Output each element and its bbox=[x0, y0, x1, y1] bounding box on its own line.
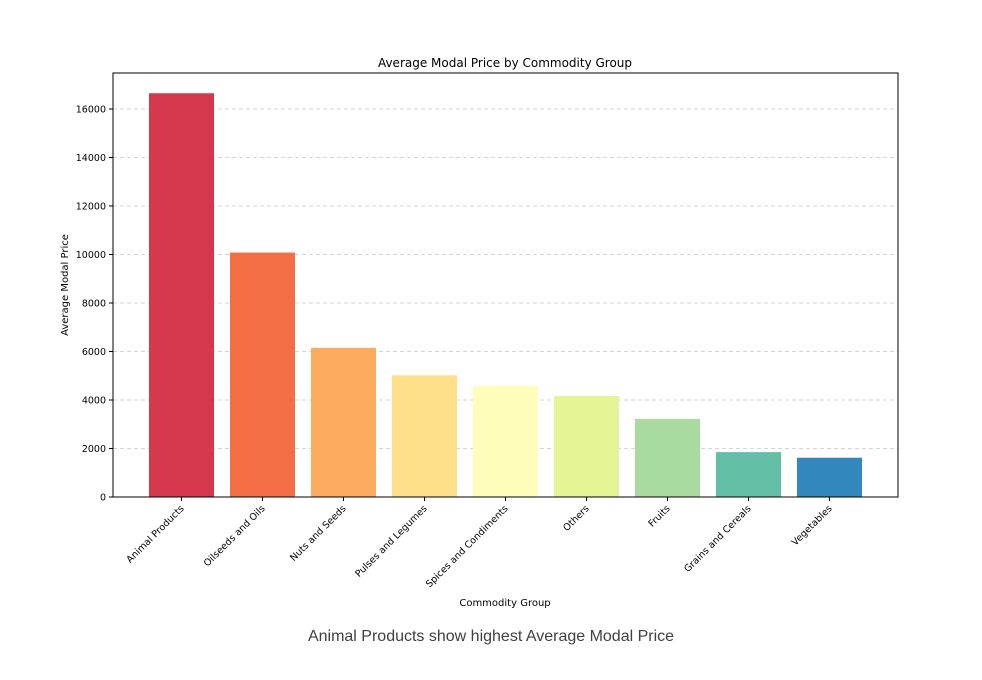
bar-spices-and-condiments bbox=[473, 385, 538, 497]
y-tick-label: 16000 bbox=[76, 105, 106, 116]
y-tick-label: 8000 bbox=[82, 299, 106, 310]
x-tick-label: Pulses and Legumes bbox=[353, 503, 429, 579]
x-axis-label: Commodity Group bbox=[459, 598, 550, 609]
y-tick-label: 14000 bbox=[76, 153, 106, 164]
x-tick-label: Fruits bbox=[646, 503, 672, 529]
bar-fruits bbox=[635, 418, 700, 497]
bar-animal-products bbox=[149, 93, 214, 498]
x-tick-label: Oilseeds and Oils bbox=[202, 503, 268, 569]
x-axis-ticks: Animal Products Oilseeds and Oils Nuts and… bbox=[124, 497, 835, 590]
chart-caption: Animal Products show highest Average Mod… bbox=[307, 628, 675, 645]
x-tick-label: Vegetables bbox=[790, 503, 835, 548]
bar-pulses-and-legumes bbox=[392, 375, 457, 497]
y-axis-label: Average Modal Price bbox=[60, 234, 71, 336]
bar-grains-and-cereals bbox=[716, 452, 781, 497]
bars bbox=[149, 93, 862, 498]
y-tick-label: 4000 bbox=[82, 396, 106, 407]
bar-nuts-and-seeds bbox=[311, 347, 376, 497]
x-tick-label: Animal Products bbox=[124, 503, 186, 565]
x-tick-label: Grains and Cereals bbox=[682, 503, 753, 574]
x-tick-label: Nuts and Seeds bbox=[288, 503, 348, 563]
y-axis-ticks: 0 2000 4000 6000 8000 10000 12000 14000 16000 bbox=[76, 105, 113, 504]
y-tick-label: 12000 bbox=[76, 202, 106, 213]
y-tick-label: 6000 bbox=[82, 347, 106, 358]
bar-chart: 0 2000 4000 6000 8000 10000 12000 14000 16000 An… bbox=[60, 56, 899, 609]
x-tick-label: Others bbox=[561, 503, 591, 533]
bar-vegetables bbox=[797, 457, 862, 497]
y-tick-label: 10000 bbox=[76, 250, 106, 261]
bar-oilseeds-and-oils bbox=[230, 252, 295, 497]
y-tick-label: 2000 bbox=[82, 444, 106, 455]
y-tick-label: 0 bbox=[100, 493, 106, 504]
bar-others bbox=[554, 395, 619, 497]
chart-title: Average Modal Price by Commodity Group bbox=[378, 56, 632, 70]
x-tick-label: Spices and Condiments bbox=[424, 503, 511, 590]
